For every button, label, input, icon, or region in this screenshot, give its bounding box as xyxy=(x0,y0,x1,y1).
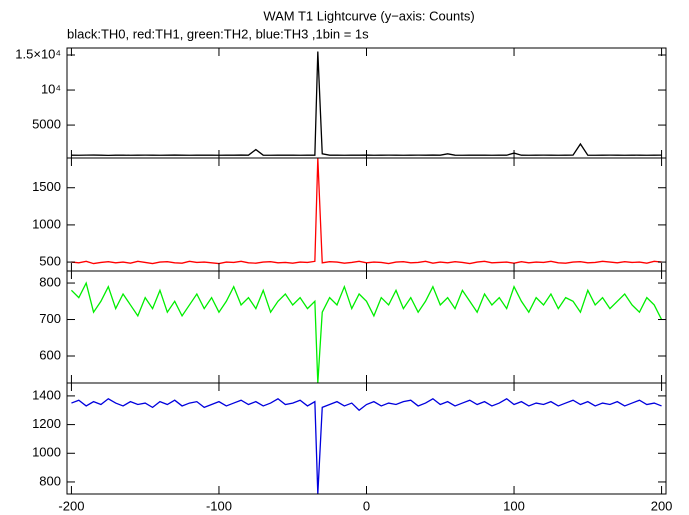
y-tick-label: 1400 xyxy=(32,387,61,402)
x-tick-label: 100 xyxy=(503,498,525,513)
x-tick-label: 0 xyxy=(363,498,370,513)
chart-subtitle: black:TH0, red:TH1, green:TH2, blue:TH3 … xyxy=(67,26,369,41)
chart-title: WAM T1 Lightcurve (y−axis: Counts) xyxy=(263,8,474,23)
y-tick-label: 5000 xyxy=(32,117,61,132)
y-tick-label: 1200 xyxy=(32,416,61,431)
y-tick-label: 1000 xyxy=(32,445,61,460)
panel-frame xyxy=(66,382,667,495)
x-tick-label: -200 xyxy=(58,498,84,513)
y-tick-label: 10⁴ xyxy=(41,81,61,96)
y-tick-label: 600 xyxy=(39,347,61,362)
y-tick-label: 700 xyxy=(39,311,61,326)
y-tick-label: 1000 xyxy=(32,216,61,231)
panel-frame xyxy=(66,47,667,159)
panel-frame xyxy=(66,270,667,384)
lightcurve xyxy=(71,157,662,265)
lightcurve xyxy=(70,281,663,384)
x-tick-label: -100 xyxy=(206,498,232,513)
y-tick-label: 500 xyxy=(39,254,61,269)
y-tick-label: 1500 xyxy=(32,179,61,194)
y-tick-label: 800 xyxy=(39,274,61,289)
y-tick-label: 1.5×10⁴ xyxy=(15,46,61,61)
panel-frame xyxy=(66,157,667,272)
lightcurve xyxy=(71,51,662,156)
lightcurve xyxy=(71,397,662,495)
x-tick-label: 200 xyxy=(651,498,673,513)
y-tick-label: 800 xyxy=(39,473,61,488)
